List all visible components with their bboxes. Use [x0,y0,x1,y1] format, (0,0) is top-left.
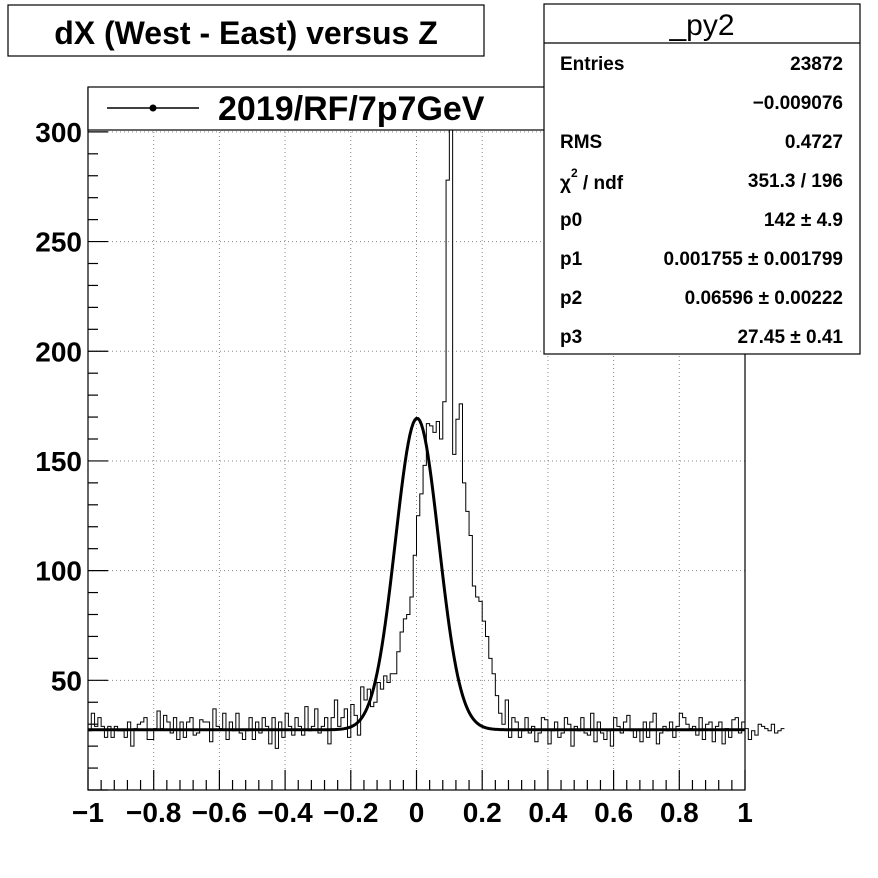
y-tick-label: 300 [35,117,82,148]
stats-row-label: p0 [560,210,582,231]
x-tick-label: 0.6 [594,797,633,828]
y-tick-labels: 50 100 150 200 250 300 [35,117,82,696]
x-tick-label: −0.4 [257,797,313,828]
legend-point-marker [149,104,157,112]
x-tick-labels: −1 −0.8 −0.6 −0.4 −0.2 0 0.2 0.4 0.6 0.8 1 [72,797,753,828]
stats-row-value: −0.009076 [753,93,843,114]
x-tick-label: 0.2 [463,797,502,828]
x-tick-label: −0.8 [126,797,181,828]
stats-box: _py2 Entries 23872 −0.009076 RMS 0.4727 χ2 / … [543,3,861,355]
fit-line [88,416,745,732]
x-tick-label: −1 [72,797,104,828]
x-tick-label: −0.6 [192,797,247,828]
y-tick-label: 200 [35,336,82,367]
x-tick-label: 0 [409,797,425,828]
x-tick-label: 1 [737,797,753,828]
stats-row-label: p3 [560,327,582,348]
stats-row-value: 351.3 / 196 [748,171,843,192]
stats-row-label: χ2 / ndf [560,166,624,194]
chart-title-box: dX (West - East) versus Z [7,4,485,57]
stats-box-name: _py2 [668,9,734,42]
stats-row-value: 0.4727 [785,132,843,153]
stats-row-value: 0.001755 ± 0.001799 [664,249,843,270]
x-tick-label: 0.4 [528,797,567,828]
x-tick-label: −0.2 [323,797,378,828]
x-tick-label: 0.8 [660,797,699,828]
stats-row-label: Entries [560,54,624,75]
legend: 2019/RF/7p7GeV [87,86,615,131]
stats-row-value: 142 ± 4.9 [764,210,843,231]
stats-row-value: 27.45 ± 0.41 [737,327,843,348]
y-tick-label: 100 [35,556,82,587]
y-tick-label: 150 [35,446,82,477]
stats-row-value: 0.06596 ± 0.00222 [685,288,843,309]
chart-title: dX (West - East) versus Z [54,15,438,51]
fit-curve [88,416,745,732]
y-tick-label: 250 [35,227,82,258]
stats-row-label: RMS [560,132,602,153]
legend-label: 2019/RF/7p7GeV [218,90,485,128]
y-tick-label: 50 [51,665,82,696]
stats-row-label: p1 [560,249,583,270]
stats-row-value: 23872 [790,54,843,75]
stats-row-label: p2 [560,288,582,309]
